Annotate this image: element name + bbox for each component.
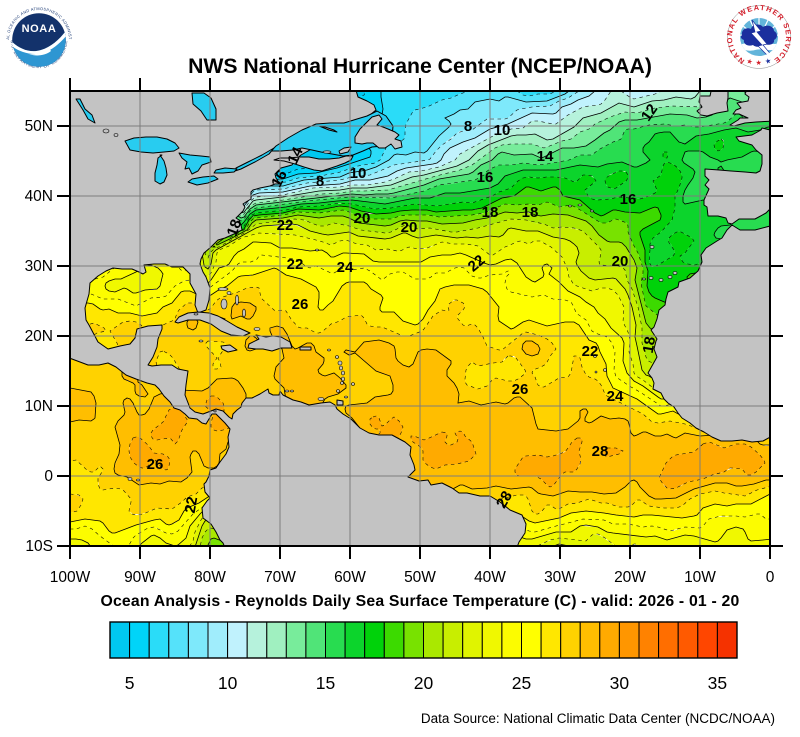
svg-text:80W: 80W bbox=[194, 569, 226, 586]
svg-text:10S: 10S bbox=[25, 538, 53, 555]
svg-text:NWS National Hurricane Center: NWS National Hurricane Center (NCEP/NOAA… bbox=[188, 55, 652, 78]
svg-text:22: 22 bbox=[277, 217, 294, 234]
svg-text:20: 20 bbox=[401, 219, 418, 236]
svg-text:16: 16 bbox=[268, 167, 291, 190]
svg-text:22: 22 bbox=[582, 343, 599, 360]
svg-text:60W: 60W bbox=[334, 569, 366, 586]
svg-text:40W: 40W bbox=[474, 569, 506, 586]
svg-text:Ocean Analysis - Reynolds Dail: Ocean Analysis - Reynolds Daily Sea Surf… bbox=[100, 593, 739, 610]
svg-text:15: 15 bbox=[316, 673, 335, 693]
svg-text:0: 0 bbox=[44, 468, 53, 485]
svg-text:22: 22 bbox=[287, 256, 304, 273]
svg-text:20: 20 bbox=[354, 210, 371, 227]
svg-text:★: ★ bbox=[764, 57, 772, 66]
svg-text:5: 5 bbox=[125, 673, 135, 693]
svg-text:28: 28 bbox=[592, 443, 609, 460]
svg-text:50N: 50N bbox=[25, 118, 53, 135]
svg-text:20: 20 bbox=[414, 673, 434, 693]
svg-text:30W: 30W bbox=[544, 569, 576, 586]
svg-text:★: ★ bbox=[746, 57, 754, 66]
svg-text:18: 18 bbox=[224, 217, 246, 238]
svg-text:10: 10 bbox=[350, 165, 367, 182]
svg-text:40N: 40N bbox=[25, 188, 53, 205]
svg-text:★: ★ bbox=[756, 59, 762, 67]
svg-text:30: 30 bbox=[610, 673, 630, 693]
svg-text:10W: 10W bbox=[684, 569, 716, 586]
svg-text:20: 20 bbox=[612, 253, 629, 270]
svg-text:14: 14 bbox=[537, 148, 554, 165]
svg-text:10: 10 bbox=[494, 122, 511, 139]
svg-text:18: 18 bbox=[640, 335, 660, 354]
svg-text:70W: 70W bbox=[264, 569, 296, 586]
svg-text:26: 26 bbox=[147, 456, 164, 473]
svg-text:28: 28 bbox=[493, 488, 516, 511]
svg-text:NOAA: NOAA bbox=[22, 23, 57, 35]
svg-text:14: 14 bbox=[284, 144, 307, 167]
svg-text:10N: 10N bbox=[25, 398, 53, 415]
svg-text:30N: 30N bbox=[25, 258, 53, 275]
svg-text:8: 8 bbox=[464, 118, 472, 135]
svg-text:35: 35 bbox=[708, 673, 727, 693]
svg-text:Data Source: National Climatic: Data Source: National Climatic Data Cent… bbox=[421, 711, 775, 726]
svg-text:26: 26 bbox=[512, 381, 529, 398]
svg-text:18: 18 bbox=[522, 204, 539, 221]
svg-text:12: 12 bbox=[638, 101, 661, 124]
svg-text:0: 0 bbox=[766, 569, 775, 586]
svg-text:100W: 100W bbox=[50, 569, 91, 586]
svg-text:26: 26 bbox=[292, 296, 309, 313]
svg-text:50W: 50W bbox=[404, 569, 436, 586]
svg-text:16: 16 bbox=[620, 191, 637, 208]
svg-text:90W: 90W bbox=[124, 569, 156, 586]
svg-text:10: 10 bbox=[218, 673, 238, 693]
svg-text:20W: 20W bbox=[614, 569, 646, 586]
svg-text:20N: 20N bbox=[25, 328, 53, 345]
svg-text:8: 8 bbox=[316, 173, 324, 190]
svg-text:25: 25 bbox=[512, 673, 531, 693]
svg-text:22: 22 bbox=[182, 495, 202, 514]
svg-text:24: 24 bbox=[607, 388, 624, 405]
svg-text:18: 18 bbox=[482, 204, 499, 221]
svg-text:24: 24 bbox=[337, 259, 354, 276]
svg-text:16: 16 bbox=[477, 169, 494, 186]
